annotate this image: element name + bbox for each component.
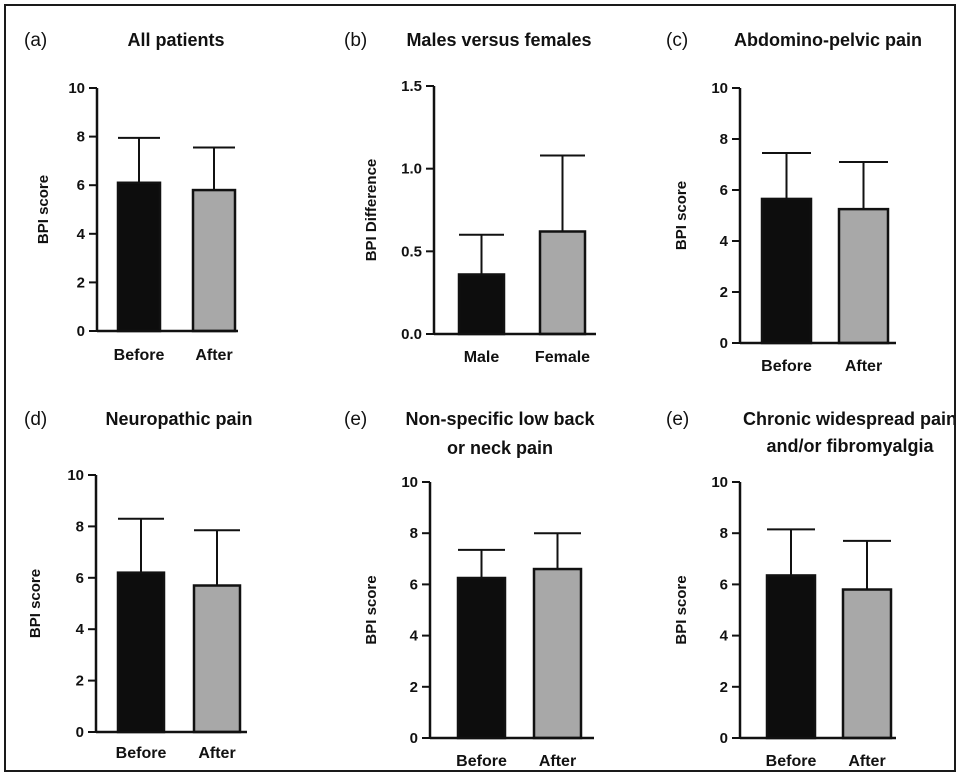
- chart-title: or neck pain: [447, 438, 553, 458]
- bar: [192, 584, 242, 734]
- y-tick-label: 6: [77, 177, 85, 194]
- y-tick-label: 0: [720, 335, 728, 352]
- figure-frame: (a) All patients Before After 0 2 4 6 8 10 BPI sco…: [4, 4, 957, 772]
- y-tick-label: 8: [720, 525, 728, 542]
- x-tick-label: After: [848, 753, 885, 770]
- y-tick-label: 0: [410, 730, 418, 747]
- chart-panel: (e) Non-specific low back or neck pain Befo…: [344, 409, 596, 770]
- chart-panel: (d) Neuropathic pain Before After 0 2 4 6 8 10 BPI…: [24, 409, 253, 762]
- panel-letter: (d): [24, 409, 47, 430]
- bar: [456, 576, 507, 740]
- y-tick-label: 10: [711, 474, 728, 491]
- y-tick-label: 0.5: [401, 243, 422, 260]
- x-tick-label: After: [845, 358, 882, 375]
- y-tick-label: 1.0: [401, 161, 422, 178]
- x-tick-label: Before: [761, 358, 812, 375]
- y-tick-label: 10: [68, 80, 85, 97]
- y-tick-label: 4: [77, 226, 86, 243]
- y-tick-label: 4: [76, 621, 85, 638]
- x-tick-label: Before: [114, 347, 165, 364]
- panel-letter: (a): [24, 30, 47, 51]
- y-tick-label: 6: [76, 570, 84, 587]
- panel-letter: (e): [344, 409, 367, 430]
- chart-title: All patients: [127, 30, 224, 50]
- y-tick-label: 6: [410, 576, 418, 593]
- figure-svg: (a) All patients Before After 0 2 4 6 8 10 BPI sco…: [24, 30, 957, 770]
- y-axis-title: BPI score: [673, 181, 690, 250]
- y-tick-label: 10: [711, 80, 728, 97]
- bar: [837, 207, 890, 345]
- chart-title: and/or fibromyalgia: [766, 436, 934, 456]
- chart-title: Abdomino-pelvic pain: [734, 30, 922, 50]
- chart-title: Non-specific low back: [405, 409, 595, 429]
- x-tick-label: Male: [464, 349, 500, 366]
- y-tick-label: 2: [77, 274, 85, 291]
- chart-title: Chronic widespread pain: [743, 409, 954, 429]
- y-tick-label: 0: [77, 323, 85, 340]
- chart-title: Neuropathic pain: [105, 409, 252, 429]
- chart-title: Males versus females: [406, 30, 591, 50]
- y-tick-label: 2: [720, 284, 728, 301]
- x-tick-label: Female: [535, 349, 590, 366]
- y-tick-label: 1.5: [401, 78, 422, 95]
- y-axis-title: BPI Difference: [363, 159, 380, 262]
- x-tick-label: After: [195, 347, 232, 364]
- x-tick-label: Before: [456, 753, 507, 770]
- y-tick-label: 8: [410, 525, 418, 542]
- y-tick-label: 2: [720, 679, 728, 696]
- y-tick-label: 4: [720, 628, 729, 645]
- y-tick-label: 4: [720, 233, 729, 250]
- x-tick-label: Before: [116, 745, 167, 762]
- x-tick-label: After: [198, 745, 235, 762]
- y-tick-label: 2: [76, 673, 84, 690]
- bar: [532, 567, 583, 740]
- bar: [457, 273, 506, 336]
- panel-letter: (c): [666, 30, 688, 51]
- y-tick-label: 0.0: [401, 326, 422, 343]
- panel-letter: (e): [666, 409, 689, 430]
- bar: [116, 571, 166, 734]
- bar: [116, 181, 162, 333]
- y-tick-label: 8: [720, 131, 728, 148]
- chart-panel: (a) All patients Before After 0 2 4 6 8 10 BPI sco…: [24, 30, 238, 364]
- panel-letter: (b): [344, 30, 367, 51]
- y-axis-title: BPI score: [35, 175, 52, 244]
- bar: [765, 574, 817, 740]
- y-tick-label: 4: [410, 628, 419, 645]
- bar: [841, 588, 893, 740]
- y-axis-title: BPI score: [673, 575, 690, 644]
- y-tick-label: 8: [77, 129, 85, 146]
- y-axis-title: BPI score: [363, 575, 380, 644]
- bar: [191, 188, 237, 333]
- y-tick-label: 0: [76, 724, 84, 741]
- y-tick-label: 2: [410, 679, 418, 696]
- chart-panel: (c) Abdomino-pelvic pain Before After 0 2 4 6 8 1…: [666, 30, 922, 375]
- bar: [760, 197, 813, 345]
- y-tick-label: 10: [401, 474, 418, 491]
- y-tick-label: 8: [76, 518, 84, 535]
- y-tick-label: 0: [720, 730, 728, 747]
- x-tick-label: After: [539, 753, 576, 770]
- y-tick-label: 6: [720, 182, 728, 199]
- x-tick-label: Before: [766, 753, 817, 770]
- y-tick-label: 6: [720, 576, 728, 593]
- chart-panel: (e) Chronic widespread pain and/or fibromy…: [666, 409, 957, 770]
- y-tick-label: 10: [67, 467, 84, 484]
- chart-panel: (b) Males versus females Male Female 0.0 0.5 1…: [344, 30, 596, 366]
- bar: [538, 230, 587, 336]
- y-axis-title: BPI score: [27, 569, 44, 638]
